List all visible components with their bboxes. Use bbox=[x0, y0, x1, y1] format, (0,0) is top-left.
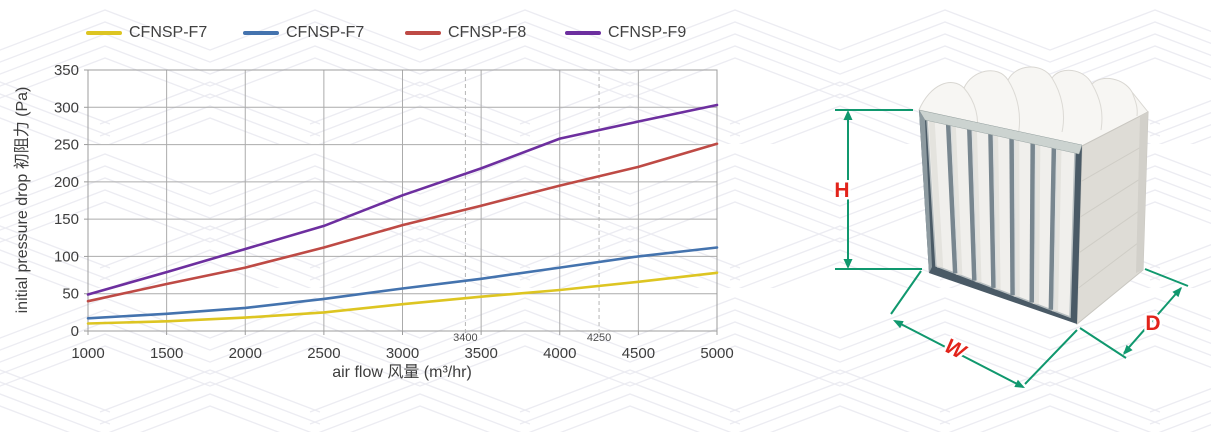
dimension-h: H bbox=[832, 109, 922, 270]
pocket-divider-highlight bbox=[971, 128, 978, 281]
pocket-divider bbox=[1029, 142, 1035, 303]
reference-line-label: 4250 bbox=[587, 332, 611, 344]
pocket-divider-highlight bbox=[1013, 137, 1017, 296]
legend-swatch bbox=[86, 31, 122, 35]
legend-label: CFNSP-F8 bbox=[448, 24, 527, 41]
y-tick-label: 350 bbox=[54, 62, 79, 79]
reference-line-label: 3400 bbox=[453, 332, 477, 344]
series-line-2 bbox=[86, 142, 719, 303]
x-tick-label: 5000 bbox=[700, 345, 733, 362]
x-axis-title: air flow 风量 (m³/hr) bbox=[332, 364, 472, 381]
pocket-divider bbox=[1009, 137, 1015, 296]
y-tick-label: 50 bbox=[62, 286, 79, 303]
y-tick-label: 150 bbox=[54, 211, 79, 228]
pocket-divider bbox=[945, 123, 958, 274]
filter-side-face bbox=[1076, 111, 1149, 326]
legend-label: CFNSP-F7 bbox=[286, 24, 365, 41]
legend-label: CFNSP-F9 bbox=[608, 24, 687, 41]
pocket-shade bbox=[1052, 148, 1062, 312]
legend-item: CFNSP-F7 bbox=[243, 24, 364, 42]
legend-label: CFNSP-F7 bbox=[129, 24, 208, 41]
y-tick-label: 100 bbox=[54, 248, 79, 265]
pocket-divider-highlight bbox=[1053, 147, 1058, 310]
series-line-1 bbox=[86, 246, 719, 320]
y-axis-tick-labels: 0 50 100 150 200 250 300 350 bbox=[54, 62, 79, 340]
y-tick-label: 300 bbox=[54, 99, 79, 116]
filter-front-frame bbox=[918, 109, 1083, 324]
pocket-shade bbox=[949, 124, 963, 276]
series-line-3 bbox=[86, 103, 719, 296]
bag-filter-figure: H W D bbox=[832, 66, 1189, 388]
pocket-divider bbox=[967, 128, 977, 281]
legend-swatch bbox=[405, 31, 441, 35]
filter-pocket-dividers bbox=[945, 123, 1058, 310]
dimension-label-d: D bbox=[1145, 312, 1160, 335]
pocket-shade bbox=[928, 119, 944, 268]
x-tick-label: 3000 bbox=[386, 345, 419, 362]
pocket-divider-highlight bbox=[992, 133, 998, 288]
side-seam bbox=[1078, 206, 1146, 254]
legend-item: CFNSP-F9 bbox=[565, 24, 686, 42]
grid bbox=[87, 69, 718, 332]
filter-pocket-shading bbox=[928, 119, 1062, 312]
x-tick-label: 1000 bbox=[71, 345, 104, 362]
y-tick-label: 250 bbox=[54, 137, 79, 154]
x-tick-label: 4500 bbox=[622, 345, 655, 362]
dimension-d: D bbox=[1079, 268, 1189, 359]
legend-item: CFNSP-F7 bbox=[86, 24, 207, 42]
chart-legend: CFNSP-F7 CFNSP-F7 CFNSP-F8 CFNSP-F9 bbox=[0, 24, 780, 44]
pocket-divider-highlight bbox=[1034, 142, 1037, 303]
plot-border bbox=[87, 69, 718, 332]
pocket-shade bbox=[992, 134, 1001, 290]
dimension-label-h: H bbox=[834, 179, 849, 202]
series-lines bbox=[86, 103, 719, 325]
dimension-label-w: W bbox=[941, 334, 971, 364]
pocket-shade bbox=[970, 129, 982, 283]
pocket-divider bbox=[1048, 147, 1057, 310]
side-seam bbox=[1079, 174, 1147, 218]
side-seam bbox=[1077, 238, 1145, 289]
legend-swatch bbox=[243, 31, 279, 35]
series-line-0 bbox=[86, 271, 719, 325]
x-tick-label: 3500 bbox=[464, 345, 497, 362]
x-tick-label: 1500 bbox=[150, 345, 183, 362]
pocket-shade bbox=[1032, 143, 1041, 305]
y-tick-label: 200 bbox=[54, 174, 79, 191]
side-seam bbox=[1080, 143, 1148, 183]
reference-lines bbox=[464, 70, 600, 337]
x-tick-label: 4000 bbox=[543, 345, 576, 362]
pocket-divider bbox=[988, 133, 996, 288]
pressure-drop-line-chart: 0 50 100 150 200 250 300 350 1000 1500 2000 2500 30… bbox=[13, 62, 734, 381]
pocket-shade bbox=[1013, 138, 1020, 297]
x-tick-label: 2000 bbox=[229, 345, 262, 362]
legend-item: CFNSP-F8 bbox=[405, 24, 526, 42]
y-axis-title: initial pressure drop 初阻力 (Pa) bbox=[13, 87, 31, 314]
axis-tick-marks bbox=[84, 69, 718, 335]
legend-swatch bbox=[565, 31, 601, 35]
x-tick-label: 2500 bbox=[307, 345, 340, 362]
reference-line-labels: 3400 4250 bbox=[453, 332, 611, 344]
x-axis-tick-labels: 1000 1500 2000 2500 3000 3500 4000 4500 5000 bbox=[71, 345, 733, 362]
pocket-divider-highlight bbox=[950, 123, 959, 274]
y-tick-label: 0 bbox=[71, 323, 79, 340]
